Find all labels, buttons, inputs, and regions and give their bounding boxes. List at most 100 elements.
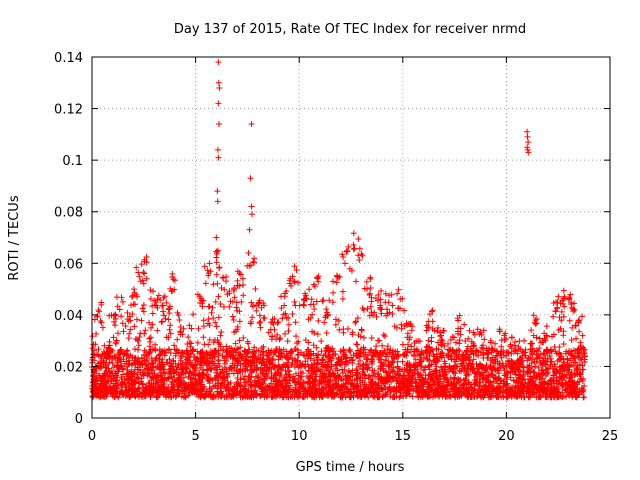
data-point	[495, 370, 502, 377]
data-point	[510, 360, 517, 367]
data-point	[216, 121, 223, 128]
data-point	[119, 298, 126, 305]
data-point	[354, 314, 361, 321]
data-point	[458, 368, 465, 375]
data-point	[577, 339, 584, 346]
data-point	[455, 325, 462, 332]
data-point	[231, 355, 238, 362]
data-point	[214, 198, 221, 205]
data-point	[348, 354, 355, 361]
data-point	[94, 313, 101, 320]
data-point	[169, 387, 176, 394]
data-point	[359, 305, 366, 312]
data-point	[559, 389, 566, 396]
data-point	[150, 360, 157, 367]
data-point	[456, 347, 463, 354]
data-point	[535, 364, 542, 371]
data-point	[311, 368, 318, 375]
data-point	[97, 317, 104, 324]
data-point	[527, 376, 534, 383]
data-point	[99, 392, 106, 399]
data-point	[328, 361, 335, 368]
data-point	[120, 328, 127, 335]
data-point	[497, 388, 504, 395]
data-point	[378, 386, 385, 393]
data-point	[554, 389, 561, 396]
data-point	[461, 380, 468, 387]
data-point	[157, 296, 164, 303]
data-point	[454, 330, 461, 337]
data-point	[394, 370, 401, 377]
data-point	[163, 299, 170, 306]
data-point	[368, 335, 375, 342]
data-point	[576, 328, 583, 335]
data-point	[124, 347, 131, 354]
data-point	[140, 301, 147, 308]
x-tick-label: 20	[498, 429, 515, 444]
data-point	[256, 312, 263, 319]
data-point	[306, 389, 313, 396]
data-point	[234, 282, 241, 289]
data-point	[129, 387, 136, 394]
data-point	[361, 285, 368, 292]
data-point	[367, 275, 374, 282]
data-point	[498, 343, 505, 350]
data-point	[579, 313, 586, 320]
data-point	[146, 379, 153, 386]
data-point	[335, 274, 342, 281]
data-point	[439, 339, 446, 346]
data-point	[159, 376, 166, 383]
data-point	[563, 379, 570, 386]
data-point	[323, 306, 330, 313]
data-point	[213, 234, 220, 241]
data-point	[112, 340, 119, 347]
data-point	[131, 346, 138, 353]
data-point	[204, 375, 211, 382]
data-point	[434, 339, 441, 346]
data-point	[506, 385, 513, 392]
data-point	[129, 293, 136, 300]
data-point	[416, 372, 423, 379]
data-point	[368, 379, 375, 386]
data-point	[324, 377, 331, 384]
data-point	[323, 364, 330, 371]
data-point	[353, 350, 360, 357]
data-point	[399, 341, 406, 348]
data-point	[137, 278, 144, 285]
data-point	[399, 295, 406, 302]
data-point	[560, 287, 567, 294]
data-point	[508, 345, 515, 352]
data-point	[490, 374, 497, 381]
data-point	[277, 366, 284, 373]
data-point	[197, 349, 204, 356]
data-point	[152, 383, 159, 390]
data-point	[463, 348, 470, 355]
data-point	[208, 351, 215, 358]
data-point	[306, 350, 313, 357]
data-point	[237, 366, 244, 373]
data-point	[326, 297, 333, 304]
data-point	[237, 271, 244, 278]
data-point	[388, 291, 395, 298]
data-point	[395, 286, 402, 293]
data-point	[514, 359, 521, 366]
data-point	[301, 352, 308, 359]
data-point	[110, 334, 117, 341]
data-point	[516, 375, 523, 382]
data-point	[327, 367, 334, 374]
data-point	[305, 363, 312, 370]
data-point	[356, 245, 363, 252]
data-point	[208, 309, 215, 316]
data-point	[473, 351, 480, 358]
data-point	[425, 337, 432, 344]
data-point	[286, 368, 293, 375]
data-point	[334, 390, 341, 397]
data-point	[300, 302, 307, 309]
data-point	[326, 373, 333, 380]
data-point	[240, 292, 247, 299]
data-point	[533, 355, 540, 362]
data-point	[250, 349, 256, 356]
data-point	[200, 366, 207, 373]
data-point	[376, 356, 383, 363]
